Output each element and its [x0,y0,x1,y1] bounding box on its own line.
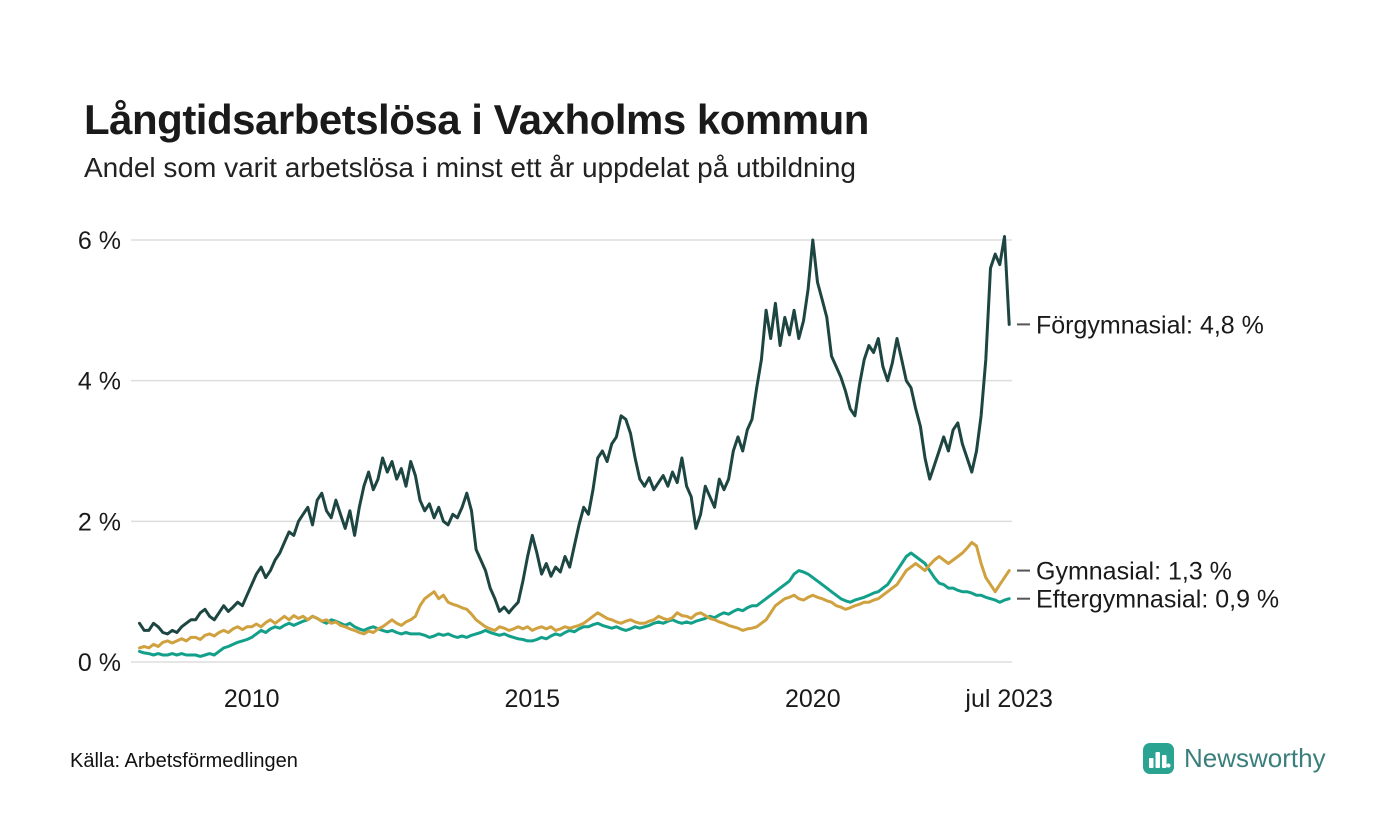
chart-title: Långtidsarbetslösa i Vaxholms kommun [84,96,869,144]
series-end-label-gymnasial: Gymnasial: 1,3 % [1036,558,1232,586]
x-axis-label: 2015 [504,685,560,713]
series-line-eftergymnasial [138,551,1011,658]
line-chart: 0 % 2 % 4 % 6 % 2010 2015 2020 jul 2023 Eftergym… [78,227,1279,713]
brand-lockup: Newsworthy [1142,742,1326,775]
x-axis-label: 2010 [224,685,280,713]
series-line-forgymnasial [138,235,1011,636]
source-note: Källa: Arbetsförmedlingen [70,750,298,772]
brand-name: Newsworthy [1184,743,1326,773]
y-axis-label: 6 % [78,227,121,255]
x-axis-label: jul 2023 [964,685,1053,713]
y-axis-label: 0 % [78,649,121,677]
newsworthy-logo-icon [1142,742,1175,775]
x-axis-label: 2020 [785,685,841,713]
y-axis-label: 2 % [78,508,121,536]
series-end-label-eftergymnasial: Eftergymnasial: 0,9 % [1036,586,1279,614]
chart-subtitle: Andel som varit arbetslösa i minst ett å… [84,152,856,183]
series-line-gymnasial [138,540,1011,650]
series-end-label-forgymnasial: Förgymnasial: 4,8 % [1036,311,1264,339]
y-axis-label: 4 % [78,368,121,396]
